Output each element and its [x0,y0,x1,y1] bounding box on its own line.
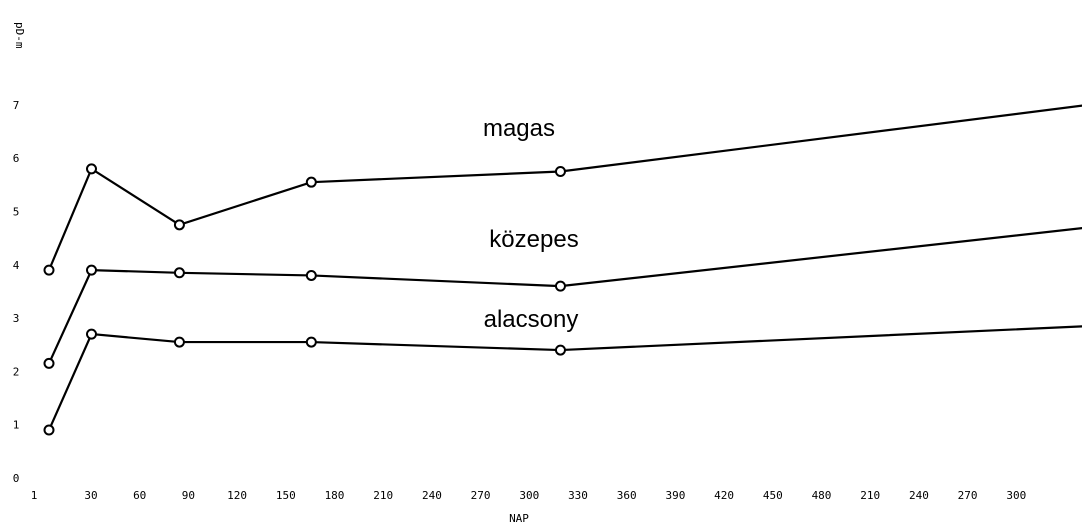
series-line-alacsony [47,325,1082,431]
y-tick-label: 6 [13,152,20,165]
x-tick-label: 240 [909,489,929,502]
data-point [173,267,185,279]
data-point [554,344,566,356]
data-point [305,336,317,348]
data-point [43,357,55,369]
x-tick-label: 270 [958,489,978,502]
x-tick-label: 270 [471,489,491,502]
data-point [173,336,185,348]
y-tick-label: 1 [13,419,20,432]
data-point [85,264,97,276]
x-tick-label: 300 [1006,489,1026,502]
x-tick-label: 390 [665,489,685,502]
x-tick-label: 300 [519,489,539,502]
x-tick-label: 30 [84,489,97,502]
data-point [554,166,566,178]
data-point [85,328,97,340]
series-line-magas [47,104,1082,271]
x-axis-label: NAP [509,512,529,525]
data-point [43,424,55,436]
series-line-közepes [47,227,1082,364]
data-point [305,269,317,281]
x-tick-label: 150 [276,489,296,502]
x-tick-label: 480 [812,489,832,502]
y-tick-label: 3 [13,312,20,325]
x-tick-label: 450 [763,489,783,502]
data-point [305,176,317,188]
series-label: alacsony [484,306,579,333]
series-label: magas [483,115,555,142]
series-group: magas közepes alacsony [43,104,1082,436]
x-tick-label: 60 [133,489,146,502]
x-tick-label: 90 [182,489,195,502]
data-point [173,219,185,231]
data-point [43,264,55,276]
y-tick-label: 5 [13,206,20,219]
y-axis-ticks: 0 1 2 3 4 5 6 7 [13,99,20,485]
x-tick-label: 420 [714,489,734,502]
series-label: közepes [489,226,578,253]
y-tick-label: 2 [13,365,20,378]
y-tick-label: 4 [13,259,20,272]
data-point [85,163,97,175]
x-tick-label: 360 [617,489,637,502]
x-tick-label: 210 [373,489,393,502]
data-point [554,280,566,292]
x-tick-label: 210 [860,489,880,502]
x-axis-ticks: 1 30 60 90 120 150 180 210 240 270 300 330 360 390 420… [31,489,1027,502]
x-tick-label: 240 [422,489,442,502]
y-tick-label: 0 [13,472,20,485]
y-axis-label: pD-m [13,22,26,49]
x-tick-label: 1 [31,489,38,502]
x-tick-label: 180 [325,489,345,502]
x-tick-label: 120 [227,489,247,502]
y-tick-label: 7 [13,99,20,112]
x-tick-label: 330 [568,489,588,502]
